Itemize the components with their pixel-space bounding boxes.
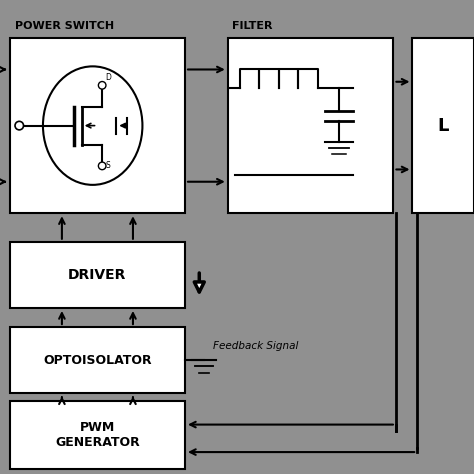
- FancyBboxPatch shape: [228, 38, 393, 213]
- Text: Feedback Signal: Feedback Signal: [213, 341, 299, 351]
- FancyBboxPatch shape: [10, 327, 185, 393]
- FancyBboxPatch shape: [10, 38, 185, 213]
- Text: POWER SWITCH: POWER SWITCH: [15, 21, 114, 31]
- FancyBboxPatch shape: [412, 38, 474, 213]
- Text: DRIVER: DRIVER: [68, 268, 127, 282]
- Text: L: L: [438, 117, 449, 135]
- Text: OPTOISOLATOR: OPTOISOLATOR: [43, 354, 152, 367]
- Text: S: S: [106, 161, 110, 170]
- FancyBboxPatch shape: [10, 401, 185, 469]
- Text: FILTER: FILTER: [232, 21, 273, 31]
- Text: PWM
GENERATOR: PWM GENERATOR: [55, 421, 140, 449]
- FancyBboxPatch shape: [10, 242, 185, 308]
- Text: D: D: [106, 73, 111, 82]
